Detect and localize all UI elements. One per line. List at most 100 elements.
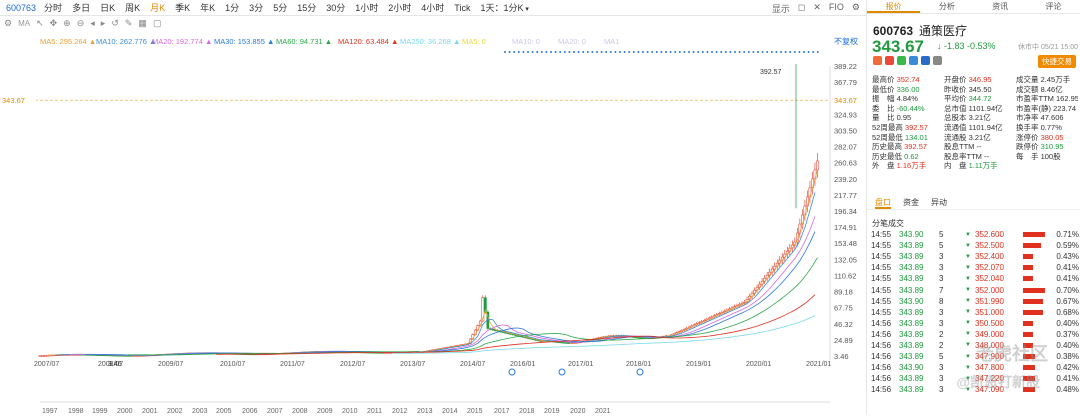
low-annotation: 3.46 (108, 361, 122, 368)
window-control-1[interactable]: ◻ (797, 2, 806, 12)
tick-pct: 0.37% (1056, 329, 1079, 339)
ma-legend-item: MA5: 295.264 ▲ (40, 37, 97, 46)
event-dot (729, 51, 732, 53)
period-3[interactable]: 周K (125, 3, 141, 13)
tick-time: 14:55 (871, 296, 892, 306)
stat-cell: 股息TTM -- (944, 142, 1016, 152)
period-1[interactable]: 多日 (72, 3, 91, 13)
quote-tab-2[interactable]: 资讯 (992, 2, 1009, 11)
tick-qty: 3 (939, 307, 944, 317)
adjust-toggle[interactable]: 不复权 (834, 37, 858, 46)
year-tick-label: 2013 (417, 408, 433, 415)
news-icon[interactable] (636, 368, 644, 376)
year-tick-label: 2009 (317, 408, 333, 415)
tick-price: 343.89 (899, 352, 924, 362)
period-12[interactable]: 1小时 (355, 3, 379, 13)
quote-tab-1[interactable]: 分析 (938, 2, 955, 11)
candle-body (484, 297, 487, 313)
ma-legend-item: MA10: 0 (512, 37, 540, 46)
stats-row: 52周最低 134.01 流通股 3.21亿 涨停价 380.05 (872, 133, 1078, 143)
zoom-out-icon[interactable]: ⊖ (76, 17, 85, 28)
window-control-0[interactable]: 显示 (771, 4, 790, 14)
detail-tab-1[interactable]: 资金 (903, 198, 919, 207)
period-16[interactable]: 1天：1分K (480, 1, 528, 14)
tag-icon[interactable] (873, 56, 882, 65)
period-15[interactable]: Tick (454, 2, 471, 13)
event-dot (807, 51, 810, 53)
tick-bar (1023, 354, 1035, 360)
tick-bar (1023, 320, 1033, 326)
kline-svg[interactable]: 389.22 367.79 343.67 324.93 303.50 282.07 260.… (0, 44, 866, 415)
period-8[interactable]: 3分 (249, 3, 264, 13)
period-6[interactable]: 年K (200, 3, 216, 13)
ma-label[interactable]: MA (18, 18, 31, 28)
tick-price: 343.89 (899, 274, 924, 284)
period-2[interactable]: 日K (100, 3, 116, 13)
pointer-icon[interactable]: ↖ (36, 17, 44, 28)
event-dot (761, 51, 764, 53)
stat-value: 100股 (1040, 151, 1061, 161)
chart-toolbar: ⚙ MA ↖ ✥ ⊕ ⊖ ◂ ▸ ↺ ✎ ▦ ▢ (0, 16, 866, 30)
period-7[interactable]: 1分 (225, 3, 240, 13)
tag-icon[interactable] (909, 56, 918, 65)
stat-value: 0.77% (1040, 122, 1062, 132)
tick-pct: 0.70% (1056, 285, 1079, 295)
period-11[interactable]: 30分 (326, 3, 346, 13)
period-0[interactable]: 分时 (44, 3, 63, 13)
stock-code-tab[interactable]: 600763 (6, 2, 37, 13)
tag-icon[interactable] (897, 56, 906, 65)
y-tick-label: 196.34 (834, 207, 857, 216)
stat-label: 总市值 (944, 103, 969, 113)
period-14[interactable]: 4小时 (421, 3, 445, 13)
news-icon[interactable] (508, 368, 516, 376)
restore-icon[interactable]: ↺ (111, 17, 119, 28)
window-control-2[interactable]: ✕ (813, 2, 821, 12)
gear-icon[interactable]: ⚙ (4, 17, 13, 28)
quote-tab-0[interactable]: 报价 (867, 0, 921, 13)
period-10[interactable]: 15分 (297, 3, 317, 13)
stat-cell: 股息率TTM -- (944, 152, 1016, 162)
window-control-3[interactable]: FIO (828, 2, 844, 12)
tick-row: 14:55 343.90 8 ▼ 351.990 0.67% (871, 296, 1079, 307)
kline-chart[interactable]: 389.22 367.79 343.67 324.93 303.50 282.07 260.… (0, 44, 866, 415)
next-icon[interactable]: ▸ (100, 17, 106, 28)
quote-tab-3[interactable]: 评论 (1045, 2, 1062, 11)
year-tick-label: 2003 (192, 408, 208, 415)
stat-cell (1016, 161, 1078, 171)
tag-icon[interactable] (885, 56, 894, 65)
period-9[interactable]: 5分 (273, 3, 288, 13)
period-5[interactable]: 季K (175, 3, 191, 13)
window-icon[interactable]: ▢ (152, 17, 162, 28)
year-tick-label: 2001 (142, 408, 158, 415)
period-13[interactable]: 2小时 (388, 3, 412, 13)
event-dot (734, 51, 736, 53)
y-tick-label: 367.79 (834, 78, 857, 87)
detail-tab-0[interactable]: 盘口 (875, 198, 891, 209)
ma-line (85, 231, 816, 356)
news-icon[interactable] (558, 368, 566, 376)
stat-label: 历史最高 (872, 142, 905, 152)
tag-icon[interactable] (933, 56, 942, 65)
quick-trade-button[interactable]: 快捷交易 (1038, 55, 1076, 68)
prev-icon[interactable]: ◂ (90, 17, 95, 28)
stat-label: 市盈率(静) (1016, 103, 1054, 113)
stat-cell: 振 幅 4.84% (872, 94, 944, 104)
draw-icon[interactable]: ✎ (124, 17, 133, 28)
detail-tab-2[interactable]: 异动 (931, 198, 947, 207)
zoom-in-icon[interactable]: ⊕ (63, 17, 71, 28)
tick-pct: 0.48% (1056, 385, 1079, 395)
layout-icon[interactable]: ▦ (138, 17, 147, 28)
window-control-4[interactable]: ⚙ (851, 2, 860, 12)
quote-panel: 报价 分析 资讯 评论 600763 通策医疗 343.67 ↓ -1.83 -0.53… (866, 0, 1080, 415)
stat-cell: 委 比 -60.44% (872, 104, 944, 114)
period-4[interactable]: 月K (150, 3, 166, 13)
event-dot (527, 51, 529, 53)
tick-direction: ▼ (965, 342, 971, 349)
move-icon[interactable]: ✥ (49, 17, 58, 28)
tick-pct: 0.67% (1056, 296, 1079, 306)
tag-icon[interactable] (921, 56, 930, 65)
tick-direction: ▼ (965, 353, 971, 360)
tick-bar (1023, 265, 1033, 271)
stats-row: 最高价 352.74 开盘价 346.95 成交量 2.45万手 (872, 75, 1078, 85)
event-dot (683, 51, 686, 53)
